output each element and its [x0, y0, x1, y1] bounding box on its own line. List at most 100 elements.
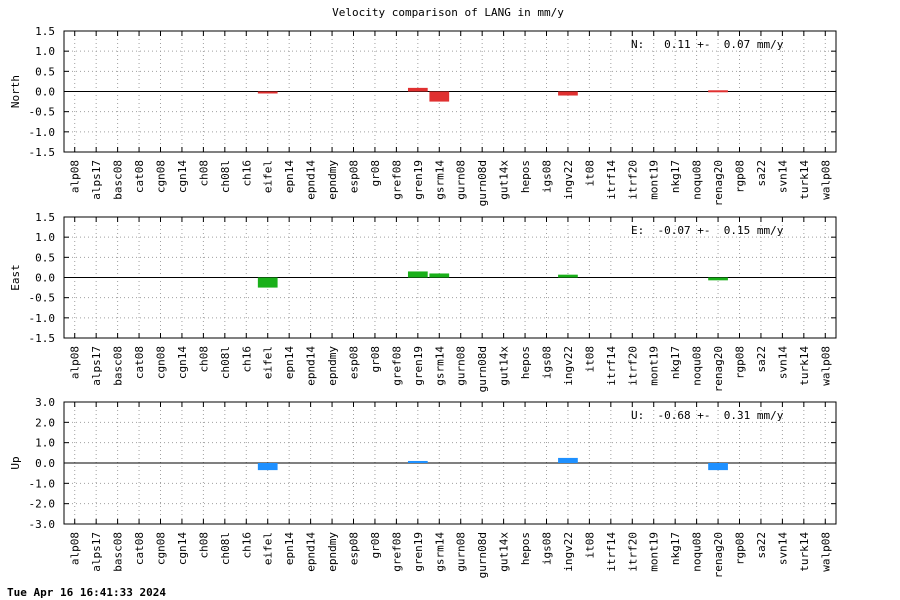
east-xtick-label: rgp08 [734, 346, 747, 379]
up-xtick-label: epnd14 [305, 532, 318, 572]
east-bar-gsrm14 [429, 273, 450, 278]
north-xtick-label: rgp08 [734, 160, 747, 193]
north-xtick-label: ch16 [240, 160, 253, 187]
east-bar-renag20 [708, 277, 728, 281]
east-ytick-label: 0.5 [35, 251, 55, 264]
east-xtick-label: mont19 [648, 346, 661, 386]
up-xtick-label: sa22 [755, 532, 768, 559]
east-xtick-label: ch16 [240, 346, 253, 373]
east-xtick-label: noqu08 [691, 346, 704, 386]
up-xtick-label: itrf20 [626, 532, 639, 572]
up-ytick-label: 0.0 [35, 457, 55, 470]
north-xtick-label: basc08 [112, 160, 125, 200]
north-bar-gren19 [407, 87, 428, 92]
east-xtick-label: sa22 [755, 346, 768, 373]
up-summary-label: U: -0.68 +- 0.31 mm/y [631, 409, 784, 422]
east-xtick-label: ch08l [219, 346, 232, 379]
up-bar-gren19 [407, 460, 428, 463]
up-ytick-label: 2.0 [35, 416, 55, 429]
up-ytick-label: -3.0 [29, 518, 56, 531]
north-summary-label: N: 0.11 +- 0.07 mm/y [631, 38, 784, 51]
east-xtick-label: svn14 [776, 346, 789, 379]
up-ytick-label: 1.0 [35, 437, 55, 450]
north-xtick-label: gref08 [390, 160, 403, 200]
north-xtick-label: ingv22 [562, 160, 575, 200]
north-xtick-label: mont19 [648, 160, 661, 200]
up-xtick-label: cgn08 [155, 532, 168, 565]
east-bar-ingv22 [558, 274, 578, 278]
north-ytick-label: 0.0 [35, 86, 55, 99]
up-xtick-label: gurn08 [455, 532, 468, 572]
up-plot-frame [63, 401, 837, 525]
timestamp-footer: Tue Apr 16 16:41:33 2024 [7, 586, 166, 599]
east-ytick-label: 1.0 [35, 231, 55, 244]
east-xtick-label: cgn14 [176, 346, 189, 379]
east-xtick-label: alp08 [69, 346, 82, 379]
east-xtick-label: eifel [262, 346, 275, 379]
north-xtick-label: alp08 [69, 160, 82, 193]
up-xtick-label: turk14 [798, 532, 811, 572]
up-bar-ingv22 [558, 457, 578, 463]
east-xtick-label: it08 [583, 346, 596, 373]
up-xtick-label: svn14 [776, 532, 789, 565]
north-xtick-label: gsrm14 [433, 160, 446, 200]
east-xtick-label: alps17 [90, 346, 103, 386]
east-xtick-label: renag20 [712, 346, 725, 392]
north-xtick-label: noqu08 [691, 160, 704, 200]
north-ytick-label: -1.5 [29, 146, 56, 159]
east-bar-eifel [257, 277, 278, 288]
east-xtick-label: gsrm14 [433, 346, 446, 386]
up-xtick-label: epndmy [326, 532, 339, 572]
east-ytick-label: -1.5 [29, 332, 56, 345]
north-xtick-label: svn14 [776, 160, 789, 193]
up-bar-renag20 [708, 463, 728, 471]
north-ytick-label: 0.5 [35, 65, 55, 78]
north-axis-label: North [9, 75, 22, 108]
up-xtick-label: mont19 [648, 532, 661, 572]
north-xtick-label: epn14 [283, 160, 296, 193]
up-xtick-label: gsrm14 [433, 532, 446, 572]
north-xtick-label: epnd14 [305, 160, 318, 200]
north-bar-ingv22 [558, 91, 578, 96]
up-xtick-label: ch08 [197, 532, 210, 559]
east-xtick-label: gr08 [369, 346, 382, 373]
north-xtick-label: cgn14 [176, 160, 189, 193]
north-xtick-label: cat08 [133, 160, 146, 193]
east-xtick-label: ch08 [197, 346, 210, 373]
up-xtick-label: ingv22 [562, 532, 575, 572]
north-xtick-label: gut14x [498, 160, 511, 200]
east-xtick-label: gurn08 [455, 346, 468, 386]
north-xtick-label: itrf20 [626, 160, 639, 200]
up-xtick-label: gr08 [369, 532, 382, 559]
east-ytick-label: 1.5 [35, 211, 55, 224]
east-summary-label: E: -0.07 +- 0.15 mm/y [631, 224, 784, 237]
north-xtick-label: eifel [262, 160, 275, 193]
north-bar-renag20 [708, 90, 728, 93]
north-xtick-label: alps17 [90, 160, 103, 200]
east-bar-gren19 [407, 271, 428, 278]
east-xtick-label: walp08 [819, 346, 832, 386]
north-xtick-label: nkg17 [669, 160, 682, 193]
north-xtick-label: gurn08d [476, 160, 489, 206]
east-xtick-label: cat08 [133, 346, 146, 379]
east-plot-frame [63, 216, 837, 339]
north-ytick-label: 1.0 [35, 45, 55, 58]
up-xtick-label: eifel [262, 532, 275, 565]
up-xtick-label: walp08 [819, 532, 832, 572]
east-xtick-label: itrf20 [626, 346, 639, 386]
east-xtick-label: nkg17 [669, 346, 682, 379]
north-xtick-label: gurn08 [455, 160, 468, 200]
east-xtick-label: ingv22 [562, 346, 575, 386]
up-bar-eifel [257, 463, 278, 471]
east-xtick-label: epndmy [326, 346, 339, 386]
up-xtick-label: cat08 [133, 532, 146, 565]
north-xtick-label: gr08 [369, 160, 382, 187]
east-ytick-label: -0.5 [29, 292, 56, 305]
east-xtick-label: gref08 [390, 346, 403, 386]
north-bar-gsrm14 [429, 91, 450, 102]
north-xtick-label: it08 [583, 160, 596, 187]
north-xtick-label: igs08 [541, 160, 554, 193]
up-xtick-label: gut14x [498, 532, 511, 572]
up-xtick-label: ch16 [240, 532, 253, 559]
up-xtick-label: it08 [583, 532, 596, 559]
